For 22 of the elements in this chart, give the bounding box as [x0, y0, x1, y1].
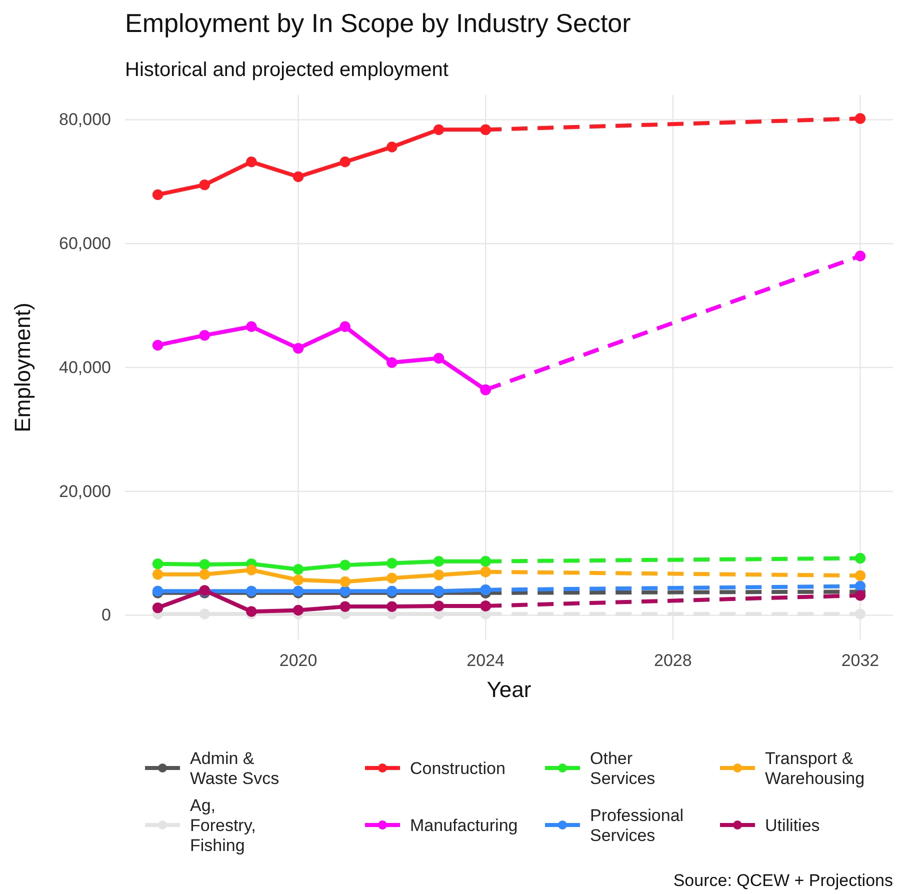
y-tick-label: 80,000 [59, 110, 111, 130]
y-tick-label: 60,000 [59, 234, 111, 254]
legend-label: Utilities [765, 816, 820, 835]
legend-label: Transport & Warehousing [765, 749, 865, 788]
legend-label: Admin & Waste Svcs [190, 749, 280, 788]
y-tick-label: 0 [102, 606, 111, 625]
y-tick-label: 20,000 [59, 482, 111, 501]
x-tick-label: 2024 [466, 651, 504, 670]
chart-subtitle: Historical and projected employment [125, 59, 449, 81]
legend-label: Ag, Forestry, Fishing [190, 796, 256, 855]
x-tick-label: 2028 [654, 651, 692, 670]
chart-title: Employment by In Scope by Industry Sector [125, 8, 632, 38]
x-tick-label: 2020 [279, 651, 318, 670]
x-tick-label: 2032 [841, 651, 880, 670]
legend-label: Professional Services [590, 806, 684, 845]
source-note: Source: QCEW + Projections [673, 871, 893, 890]
legend-label: Other Services [590, 749, 656, 788]
y-tick-label: 40,000 [59, 358, 111, 377]
legend-label: Manufacturing [410, 816, 518, 835]
legend-label: Construction [410, 759, 506, 778]
y-axis-title: Employment) [10, 302, 35, 432]
x-axis-title: Year [486, 677, 532, 702]
